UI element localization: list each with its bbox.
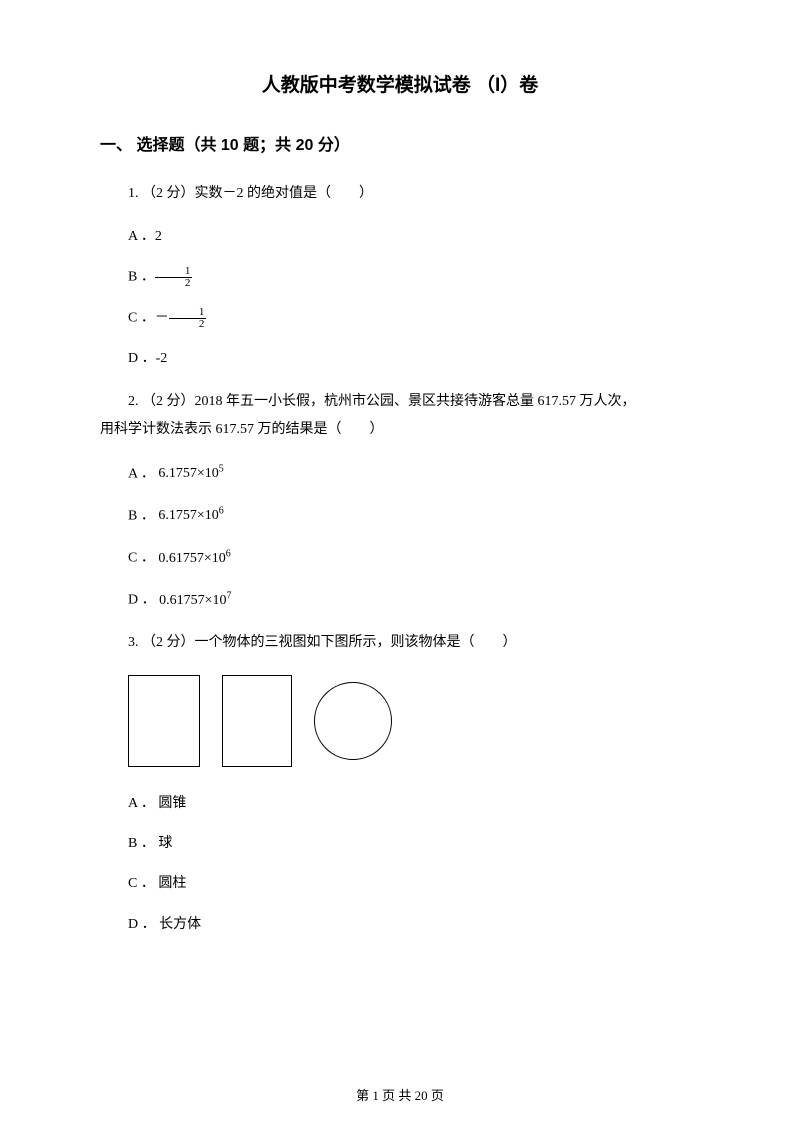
q2-c-base: 0.61757×10 xyxy=(158,551,225,566)
q1-a-prefix: A ． xyxy=(128,229,155,244)
q1-b-prefix: B ． xyxy=(128,270,155,285)
page-footer: 第 1 页 共 20 页 xyxy=(0,1085,800,1104)
q3-option-c: C ． 圆柱 xyxy=(100,873,700,895)
q1-text: 1. （2 分）实数－2 的绝对值是（ ） xyxy=(100,181,700,208)
q2-b-exp: 6 xyxy=(219,506,224,517)
q3-shapes xyxy=(128,675,700,767)
q3-option-d: D ． 长方体 xyxy=(100,914,700,936)
rectangle-icon xyxy=(222,675,292,767)
q2-c-exp: 6 xyxy=(226,548,231,559)
q1-option-a: A ．2 xyxy=(100,226,700,248)
q2-line1: 2. （2 分）2018 年五一小长假，杭州市公园、景区共接待游客总量 617.… xyxy=(100,389,700,416)
q2-d-prefix: D ． xyxy=(128,593,159,608)
q2-option-a: A ． 6.1757×105 xyxy=(100,462,700,486)
q1-a-value: 2 xyxy=(155,229,162,244)
q3-option-b: B ． 球 xyxy=(100,833,700,855)
q2-c-sci: 0.61757×106 xyxy=(158,551,230,566)
section-header: 一、 选择题（共 10 题；共 20 分） xyxy=(100,131,700,155)
q2-a-base: 6.1757×10 xyxy=(158,466,218,481)
q2-a-sci: 6.1757×105 xyxy=(158,466,223,481)
q2-d-base: 0.61757×10 xyxy=(159,593,226,608)
q2-d-sci: 0.61757×107 xyxy=(159,593,231,608)
q2-option-b: B ． 6.1757×106 xyxy=(100,504,700,528)
q3-text: 3. （2 分）一个物体的三视图如下图所示，则该物体是（ ） xyxy=(100,630,700,657)
fraction-icon: 12 xyxy=(155,266,193,289)
q2-d-exp: 7 xyxy=(227,590,232,601)
q1-b-den: 2 xyxy=(155,278,193,289)
q1-d-value: -2 xyxy=(156,351,168,366)
circle-icon xyxy=(314,682,392,760)
q2-b-prefix: B ． xyxy=(128,508,158,523)
q1-c-den: 2 xyxy=(169,319,207,330)
rectangle-icon xyxy=(128,675,200,767)
q1-option-d: D ．-2 xyxy=(100,348,700,370)
q2-option-d: D ． 0.61757×107 xyxy=(100,588,700,612)
q3-option-a: A ． 圆锥 xyxy=(100,793,700,815)
fraction-icon: 12 xyxy=(169,307,207,330)
q2-a-exp: 5 xyxy=(219,464,224,475)
q2-a-prefix: A ． xyxy=(128,466,158,481)
q2-line2: 用科学计数法表示 617.57 万的结果是（ ） xyxy=(100,417,700,444)
q2-option-c: C ． 0.61757×106 xyxy=(100,546,700,570)
page-title: 人教版中考数学模拟试卷 （I）卷 xyxy=(100,70,700,97)
q2-c-prefix: C ． xyxy=(128,551,158,566)
q1-d-prefix: D ． xyxy=(128,351,156,366)
q2-b-sci: 6.1757×106 xyxy=(158,508,223,523)
q1-c-prefix: C ．－ xyxy=(128,311,169,326)
q1-option-b: B ．12 xyxy=(100,266,700,289)
q2-b-base: 6.1757×10 xyxy=(158,508,218,523)
q1-option-c: C ．－12 xyxy=(100,307,700,330)
